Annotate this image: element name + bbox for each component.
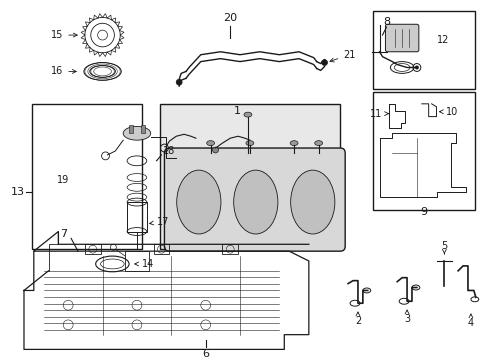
Text: 12: 12: [436, 35, 448, 45]
Ellipse shape: [290, 170, 334, 234]
Bar: [125, 251, 148, 271]
Text: 4: 4: [467, 314, 473, 328]
Text: 1: 1: [233, 106, 240, 116]
Ellipse shape: [244, 112, 251, 117]
Ellipse shape: [123, 126, 150, 140]
Bar: [159, 104, 340, 249]
Text: 20: 20: [223, 13, 237, 23]
Bar: [153, 244, 169, 254]
FancyBboxPatch shape: [385, 24, 418, 52]
Ellipse shape: [314, 141, 322, 145]
Ellipse shape: [206, 141, 214, 145]
Circle shape: [176, 79, 182, 85]
Ellipse shape: [289, 141, 297, 145]
Text: 2: 2: [354, 312, 360, 326]
Bar: [129, 125, 133, 133]
Text: 18: 18: [163, 146, 175, 156]
Bar: [372, 10, 474, 89]
Text: 10: 10: [439, 107, 458, 117]
Bar: [127, 202, 146, 231]
Text: 5: 5: [440, 241, 447, 254]
Ellipse shape: [233, 170, 277, 234]
Text: 9: 9: [419, 207, 427, 217]
Text: 11: 11: [369, 109, 388, 119]
Text: 21: 21: [329, 50, 355, 62]
Text: 15: 15: [51, 30, 77, 40]
Text: 14: 14: [135, 259, 154, 269]
Text: 6: 6: [202, 349, 209, 359]
Text: 8: 8: [382, 17, 389, 27]
Bar: [171, 153, 181, 163]
Circle shape: [414, 66, 418, 69]
Text: 16: 16: [51, 66, 76, 76]
Circle shape: [321, 60, 327, 66]
Circle shape: [212, 147, 218, 153]
Bar: [372, 92, 474, 210]
FancyBboxPatch shape: [164, 148, 345, 251]
Bar: [222, 244, 238, 254]
Bar: [141, 125, 144, 133]
Text: 19: 19: [57, 175, 69, 185]
Bar: [85, 244, 101, 254]
Ellipse shape: [176, 170, 221, 234]
Bar: [32, 104, 142, 249]
Text: 7: 7: [60, 229, 67, 239]
Text: 3: 3: [403, 310, 409, 324]
Ellipse shape: [245, 141, 253, 145]
Text: 17: 17: [149, 217, 169, 227]
Text: 13: 13: [11, 187, 25, 197]
